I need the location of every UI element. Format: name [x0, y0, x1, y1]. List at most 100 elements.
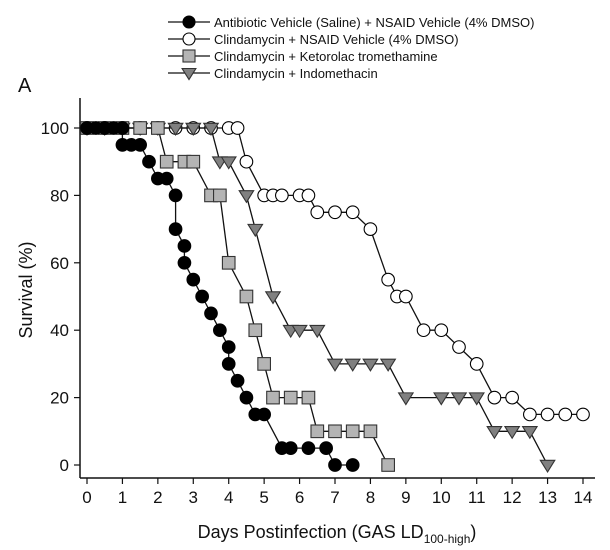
data-point: [310, 205, 325, 220]
legend-label: Antibiotic Vehicle (Saline) + NSAID Vehi…: [214, 15, 534, 30]
data-point: [257, 357, 271, 371]
y-tick-label: 20: [50, 389, 69, 408]
data-point: [539, 459, 556, 473]
series-2: [80, 121, 395, 472]
legend-marker: [182, 15, 196, 29]
data-point: [450, 392, 468, 406]
x-tick-label: 13: [538, 488, 557, 507]
x-axis-title: Days Postinfection (GAS LD100-high): [198, 522, 477, 546]
data-point: [239, 154, 254, 169]
data-point: [379, 358, 397, 372]
data-point: [275, 188, 289, 203]
data-point: [521, 426, 539, 440]
data-point: [221, 357, 236, 371]
data-point: [266, 390, 280, 405]
x-axis-title-close: ): [470, 522, 476, 542]
x-tick-label: 1: [118, 488, 127, 507]
data-point: [363, 222, 378, 236]
x-axis-title-main: Days Postinfection (GAS LD: [198, 522, 424, 542]
series-layer: [78, 121, 590, 473]
data-point: [264, 291, 282, 305]
axes: [79, 98, 595, 479]
data-point: [397, 392, 415, 406]
data-point: [576, 407, 590, 422]
panel-label: A: [18, 75, 32, 97]
data-point: [310, 424, 325, 439]
data-point: [523, 407, 537, 422]
data-point: [238, 190, 255, 204]
data-point: [247, 223, 264, 238]
data-point: [328, 205, 342, 220]
data-point: [328, 424, 342, 439]
legend-item: Clindamycin + Indomethacin: [168, 66, 378, 81]
data-point: [486, 426, 503, 440]
data-point: [416, 323, 431, 338]
data-point: [345, 458, 360, 472]
data-point: [319, 441, 333, 456]
x-tick-label: 9: [401, 488, 410, 507]
data-point: [185, 122, 202, 136]
data-point: [239, 289, 254, 304]
y-tick-label: 40: [50, 321, 69, 340]
data-point: [159, 171, 174, 186]
data-point: [433, 392, 450, 406]
y-axis-title: Survival (%): [16, 241, 36, 338]
data-point: [159, 154, 174, 169]
x-tick-label: 11: [468, 488, 486, 507]
data-point: [133, 138, 147, 152]
data-point: [283, 441, 298, 456]
data-point: [230, 373, 245, 388]
data-point: [133, 121, 147, 135]
data-point: [301, 188, 316, 203]
data-point: [186, 272, 201, 287]
legend: Antibiotic Vehicle (Saline) + NSAID Vehi…: [168, 15, 534, 81]
data-point: [283, 390, 298, 405]
data-point: [328, 458, 342, 472]
data-point: [468, 392, 485, 406]
data-point: [487, 390, 502, 405]
legend-item: Clindamycin + NSAID Vehicle (4% DMSO): [168, 32, 459, 47]
data-point: [204, 306, 218, 321]
data-point: [469, 357, 484, 371]
data-point: [168, 222, 183, 236]
data-point: [257, 407, 271, 422]
x-tick-label: 0: [82, 488, 91, 507]
legend-marker: [181, 67, 197, 81]
data-point: [309, 324, 326, 339]
data-point: [452, 340, 466, 354]
data-point: [168, 188, 183, 203]
legend-item: Clindamycin + Ketorolac tromethamine: [168, 49, 438, 64]
y-tick-label: 80: [50, 186, 69, 205]
series-1: [80, 121, 590, 422]
data-point: [248, 323, 263, 338]
data-point: [434, 323, 449, 338]
x-tick-label: 14: [574, 488, 593, 507]
x-tick-label: 2: [153, 488, 162, 507]
legend-label: Clindamycin + NSAID Vehicle (4% DMSO): [214, 32, 459, 47]
data-point: [115, 121, 130, 135]
data-point: [540, 407, 555, 422]
x-tick-label: 4: [224, 488, 233, 507]
data-point: [345, 424, 360, 439]
data-point: [399, 289, 413, 304]
data-point: [221, 340, 236, 354]
data-point: [186, 154, 201, 169]
data-point: [503, 426, 521, 440]
data-point: [177, 239, 192, 253]
x-tick-label: 8: [366, 488, 375, 507]
data-point: [558, 407, 573, 422]
data-point: [221, 255, 236, 270]
data-point: [326, 358, 344, 372]
series-line: [87, 127, 389, 466]
legend-label: Clindamycin + Ketorolac tromethamine: [214, 49, 438, 64]
data-point: [362, 358, 379, 372]
series-0: [80, 121, 360, 472]
data-point: [177, 255, 192, 270]
series-3: [78, 122, 556, 473]
legend-item: Antibiotic Vehicle (Saline) + NSAID Vehi…: [168, 15, 534, 30]
data-point: [230, 121, 245, 135]
data-point: [344, 358, 361, 372]
y-tick-label: 60: [50, 254, 69, 273]
